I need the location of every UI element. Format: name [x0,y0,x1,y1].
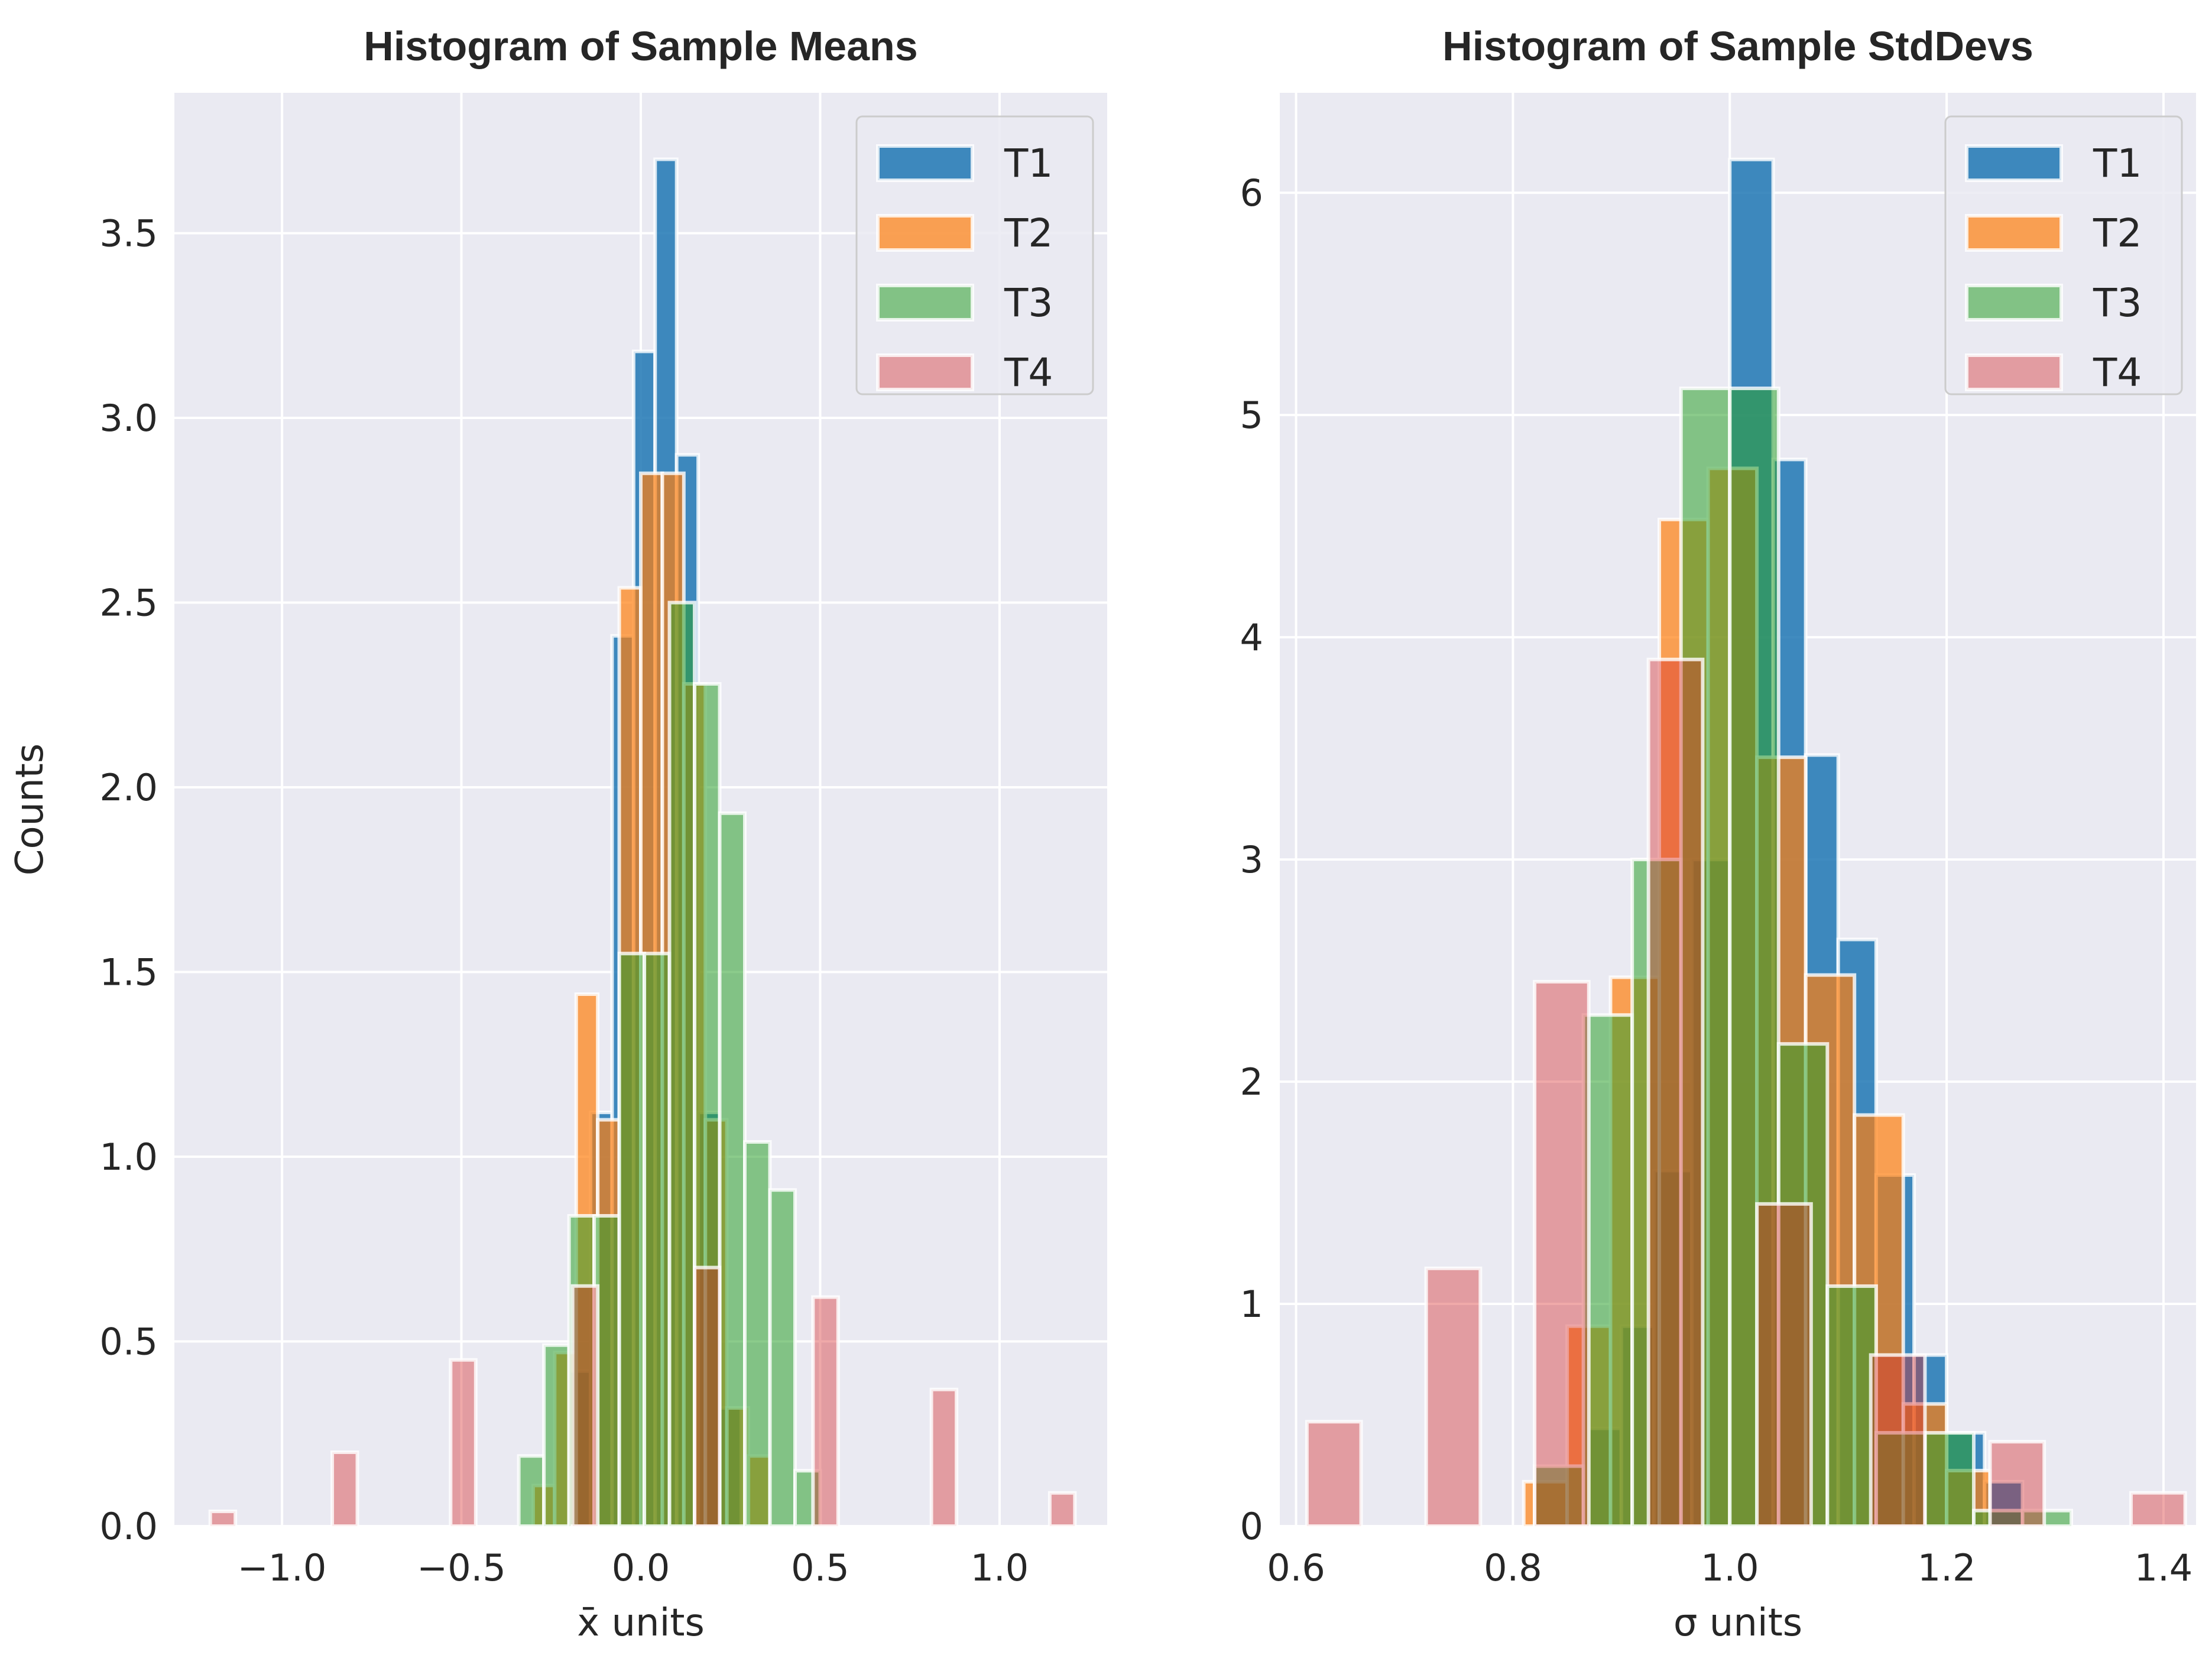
series-T4 [208,1265,1077,1528]
y-tick-label: 6 [1240,171,1263,215]
histogram-bar [743,1140,772,1528]
series-T3 [517,601,822,1528]
legend-swatch-T1 [876,144,974,182]
y-tick-label: 1 [1240,1283,1263,1326]
histogram-bar [643,952,672,1528]
y-tick-label: 3 [1240,838,1263,881]
y-tick-label: 3.0 [99,397,158,440]
histogram-bar [2129,1491,2187,1529]
y-tick-label: 1.0 [99,1135,158,1179]
histogram-bar [1047,1491,1077,1528]
legend-label: T4 [1004,350,1053,395]
histogram-bar [1305,1420,1363,1529]
legend-swatch-T4 [1965,353,2063,391]
x-tick-label: 1.4 [2135,1546,2193,1589]
legend-label: T2 [1004,210,1053,256]
y-tick-label: 2.0 [99,766,158,809]
x-tick-label: 0.8 [1484,1546,1542,1589]
histogram-bar [1646,657,1705,1528]
histogram-bar [811,1295,840,1528]
chart-title: Histogram of Sample Means [364,23,917,69]
legend-swatch-T1 [1965,144,2063,182]
histogram-bar [1424,1266,1483,1528]
histogram-bar [929,1387,959,1528]
histogram-bar [208,1510,238,1528]
legend-label: T3 [2093,280,2142,326]
y-tick-label: 4 [1240,616,1263,659]
histogram-bar [517,1454,546,1528]
legend-label: T4 [2093,350,2142,395]
x-tick-label: −1.0 [238,1546,327,1589]
histogram-bar [1869,1353,1927,1529]
histogram-bar [1679,387,1732,1528]
x-tick-label: 1.2 [1918,1546,1976,1589]
x-tick-label: 0.5 [791,1546,849,1589]
y-tick-label: 1.5 [99,951,158,994]
histogram-bar [1988,1440,2046,1529]
chart-panel-2: 0.6 0.8 1.0 1.2 1.4 0 1 2 3 4 5 6 Histogram of Sampl… [1240,23,2196,1645]
histogram-bar [542,1343,571,1528]
x-tick-label: 1.0 [971,1546,1029,1589]
legend-label: T3 [1004,280,1053,326]
x-tick-label: 0.0 [612,1546,670,1589]
histogram-bar [449,1358,478,1528]
histogram-bar [1533,979,1591,1528]
legend-frame [1944,115,2183,395]
histogram-bar [1728,387,1780,1528]
y-tick-label: 2.5 [99,582,158,625]
x-axis-label: σ units [1673,1601,1802,1645]
legend-frame [855,115,1094,395]
x-tick-label: −0.5 [417,1546,506,1589]
histogram-bar [330,1450,359,1528]
x-tick-label: 0.6 [1267,1546,1325,1589]
legend-label: T2 [2093,210,2142,256]
x-axis-label: x̄ units [577,1601,705,1645]
legend-swatch-T3 [1965,284,2063,322]
y-tick-label: 3.5 [99,212,158,255]
histogram-bar [2020,1508,2074,1528]
histogram-bar [570,1284,600,1528]
legend-swatch-T2 [1965,214,2063,252]
legend-swatch-T3 [876,284,974,322]
y-tick-label: 2 [1240,1060,1263,1104]
histogram-bar [617,952,647,1528]
histogram-bar [1923,1431,1976,1528]
histogram-bar [1581,1013,1634,1529]
series-T3 [1533,387,2074,1529]
legend-swatch-T2 [876,214,974,252]
chart-title: Histogram of Sample StdDevs [1442,23,2033,69]
histogram-bar [718,811,747,1528]
histogram-bar [1755,1202,1813,1528]
histogram-bar [768,1188,797,1528]
histogram-bar [1825,1284,1878,1528]
y-tick-label: 0 [1240,1505,1263,1548]
histogram-bar [667,601,697,1528]
series-T4 [1305,657,2187,1529]
histogram-bar [793,1469,822,1528]
legend: T1 T2 T3 T4 [855,115,1094,395]
y-axis-label: Counts [8,744,52,875]
x-tick-label: 1.0 [1701,1546,1759,1589]
histogram-bar [1874,1431,1927,1528]
chart-panel-1: −1.0 −0.5 0.0 0.5 1.0 0.0 0.5 1.0 1.5 2.0 2.5 3.0 3.… [8,23,1107,1645]
y-tick-label: 0.5 [99,1320,158,1364]
y-tick-label: 5 [1240,394,1263,437]
y-tick-label: 0.0 [99,1505,158,1548]
legend-swatch-T4 [876,353,974,391]
legend-label: T1 [2093,141,2142,186]
legend: T1 T2 T3 T4 [1944,115,2183,395]
legend-label: T1 [1004,141,1053,186]
histogram-bar [693,1265,722,1528]
